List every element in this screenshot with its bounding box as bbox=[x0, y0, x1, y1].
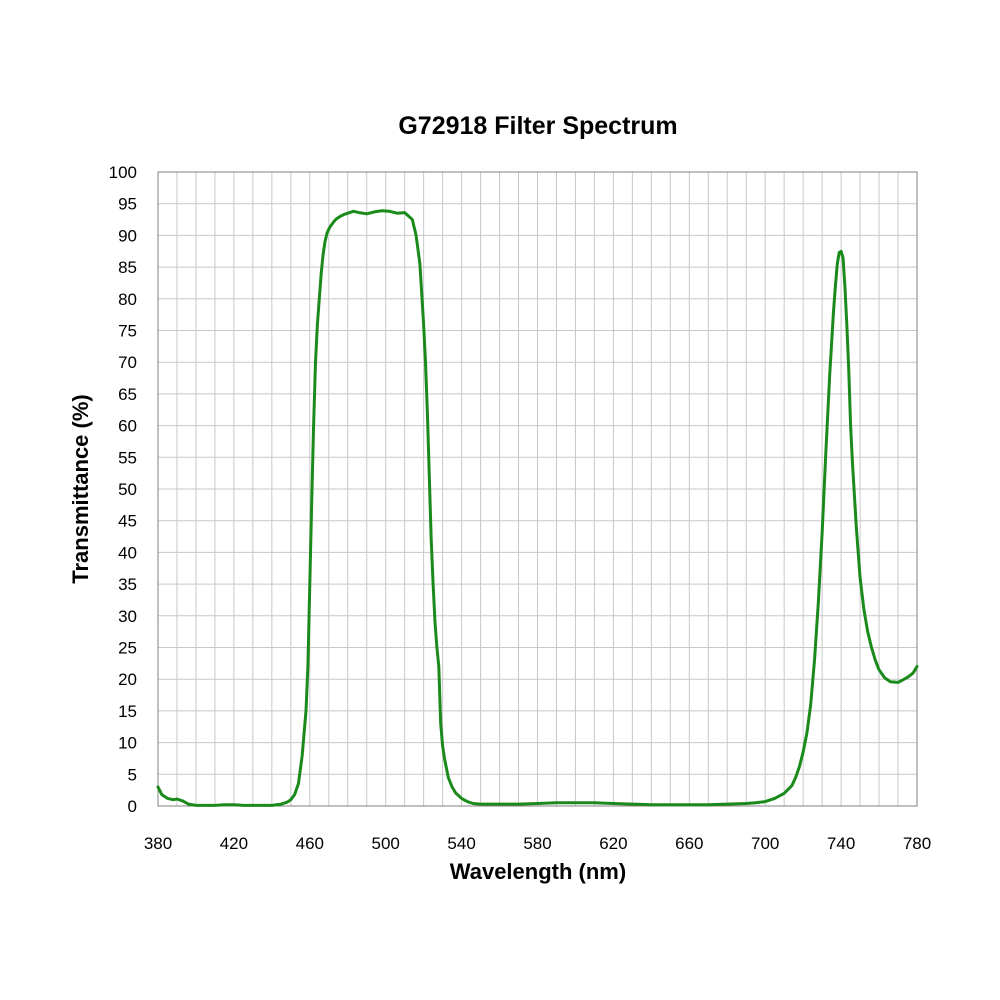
y-tick-label: 75 bbox=[118, 322, 137, 341]
x-tick-label: 700 bbox=[751, 834, 779, 853]
y-tick-label: 90 bbox=[118, 226, 137, 245]
y-tick-labels: 0 5 10 15 20 25 30 35 40 45 50 55 60 65 70 75 80 85 90 95 10… bbox=[109, 163, 137, 816]
y-tick-label: 45 bbox=[118, 512, 137, 531]
y-tick-label: 55 bbox=[118, 448, 137, 467]
chart-title: G72918 Filter Spectrum bbox=[398, 112, 677, 140]
y-tick-label: 20 bbox=[118, 670, 137, 689]
x-tick-labels: 380 420 460 500 540 580 620 660 700 740 780 bbox=[144, 834, 931, 853]
x-axis-label: Wavelength (nm) bbox=[450, 859, 626, 884]
x-tick-label: 380 bbox=[144, 834, 172, 853]
y-tick-label: 100 bbox=[109, 163, 137, 182]
y-tick-label: 95 bbox=[118, 195, 137, 214]
y-tick-label: 10 bbox=[118, 734, 137, 753]
x-tick-label: 580 bbox=[523, 834, 551, 853]
series-group bbox=[156, 209, 919, 807]
x-tick-label: 540 bbox=[447, 834, 475, 853]
y-axis-label: Transmittance (%) bbox=[68, 394, 93, 584]
y-tick-label: 70 bbox=[118, 353, 137, 372]
y-tick-label: 85 bbox=[118, 258, 137, 277]
grid bbox=[158, 172, 917, 806]
y-tick-label: 60 bbox=[118, 417, 137, 436]
y-tick-label: 50 bbox=[118, 480, 137, 499]
y-tick-label: 5 bbox=[128, 765, 137, 784]
y-tick-label: 35 bbox=[118, 575, 137, 594]
x-tick-label: 460 bbox=[296, 834, 324, 853]
y-tick-label: 40 bbox=[118, 543, 137, 562]
y-tick-label: 0 bbox=[128, 797, 137, 816]
x-tick-label: 620 bbox=[599, 834, 627, 853]
y-tick-label: 15 bbox=[118, 702, 137, 721]
x-tick-label: 660 bbox=[675, 834, 703, 853]
x-tick-label: 780 bbox=[903, 834, 931, 853]
x-tick-label: 500 bbox=[372, 834, 400, 853]
y-tick-label: 25 bbox=[118, 639, 137, 658]
y-tick-label: 65 bbox=[118, 385, 137, 404]
plot-frame bbox=[157, 171, 918, 807]
y-tick-label: 30 bbox=[118, 607, 137, 626]
y-tick-label: 80 bbox=[118, 290, 137, 309]
x-tick-label: 420 bbox=[220, 834, 248, 853]
x-tick-label: 740 bbox=[827, 834, 855, 853]
transmittance-line bbox=[156, 209, 919, 807]
